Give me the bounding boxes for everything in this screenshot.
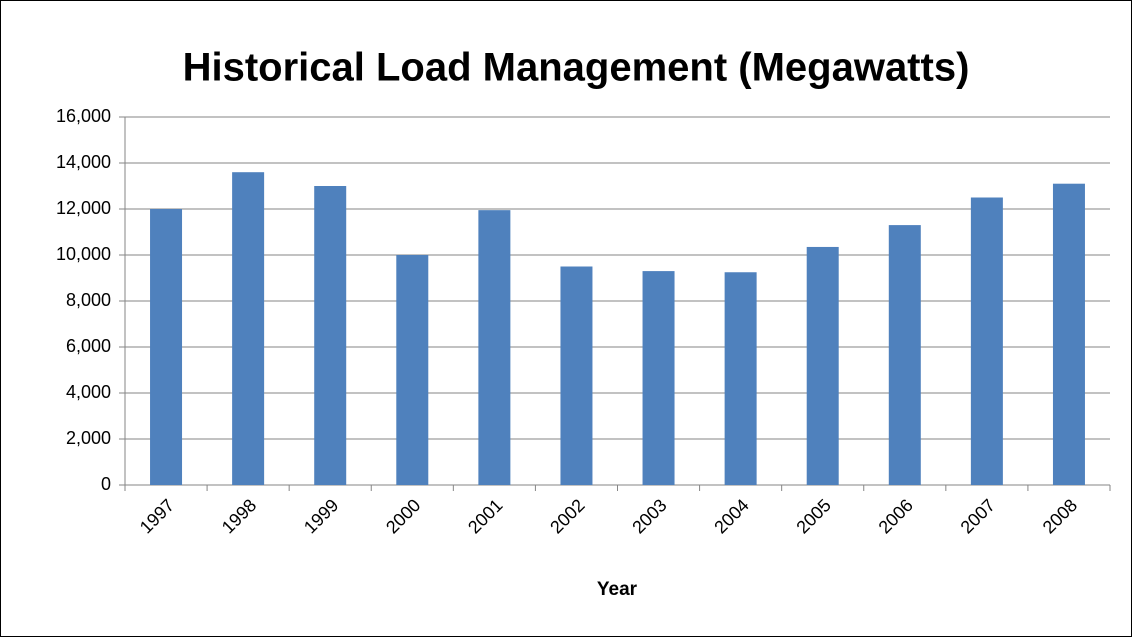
y-tick-label: 16,000 [56, 106, 111, 126]
y-tick-label: 4,000 [66, 382, 111, 402]
chart-title: Historical Load Management (Megawatts) [183, 46, 970, 90]
bar [478, 210, 511, 485]
x-axis-title: Year [597, 579, 638, 600]
bar [888, 225, 921, 485]
y-tick-label: 2,000 [66, 428, 111, 448]
y-tick-label: 14,000 [56, 152, 111, 172]
bar [642, 271, 675, 485]
y-tick-label: 8,000 [66, 290, 111, 310]
bar [396, 255, 429, 485]
bar [1052, 183, 1085, 485]
bar [806, 246, 839, 485]
bar [560, 266, 593, 485]
y-tick-label: 6,000 [66, 336, 111, 356]
bar [724, 272, 757, 485]
bar [314, 186, 347, 485]
y-tick-label: 12,000 [56, 198, 111, 218]
y-tick-label: 0 [101, 474, 111, 494]
y-tick-label: 10,000 [56, 244, 111, 264]
bar [232, 172, 265, 485]
bar [150, 209, 183, 485]
bar [970, 197, 1003, 485]
